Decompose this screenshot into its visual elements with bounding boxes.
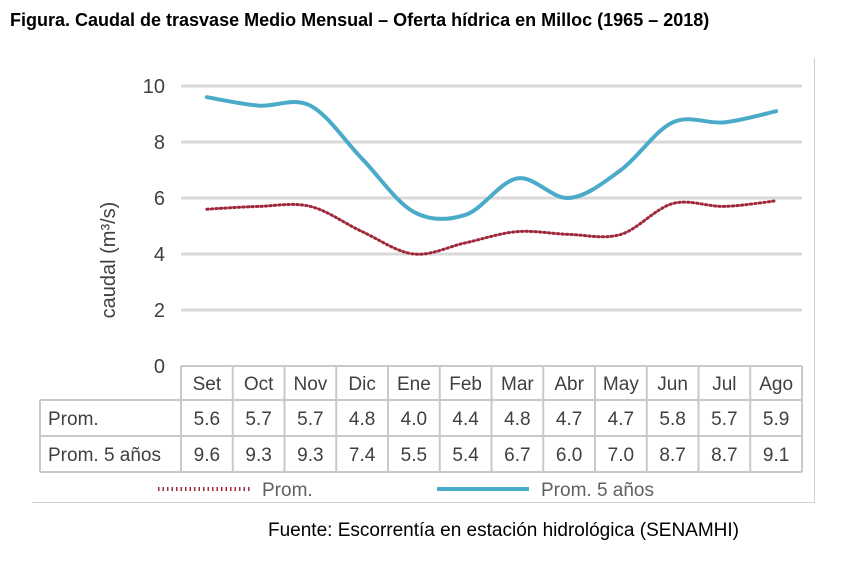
y-tick-label: 10: [143, 76, 165, 98]
table-value: 5.7: [297, 409, 323, 430]
series-line-prom-5-anos: [204, 95, 779, 221]
table-value: 9.1: [763, 445, 789, 466]
table-category-label: Feb: [449, 374, 482, 395]
table-value: 8.7: [711, 445, 737, 466]
table-value: 6.7: [504, 445, 530, 466]
y-axis-label: caudal (m³/s): [98, 202, 120, 319]
table-category-label: Dic: [348, 374, 375, 395]
chart-frame: [32, 58, 815, 503]
table-value: 7.4: [349, 445, 376, 466]
table-value: 5.7: [711, 409, 737, 430]
y-tick-label: 0: [154, 356, 165, 378]
table-value: 6.0: [556, 445, 582, 466]
table-value: 5.7: [245, 409, 271, 430]
y-axis-ticks: 0 2 4 6 8 10: [143, 76, 165, 378]
table-value: 4.7: [556, 409, 582, 430]
table-value: 9.6: [194, 445, 220, 466]
legend: Prom. Prom. 5 años: [158, 480, 654, 501]
table-value: 5.8: [659, 409, 685, 430]
source-note: Fuente: Escorrentía en estación hidrológ…: [268, 520, 739, 541]
table-value: 4.8: [349, 409, 375, 430]
table-category-label: Abr: [554, 374, 584, 395]
legend-label-prom: Prom.: [262, 480, 313, 501]
table-value: 5.9: [763, 409, 789, 430]
table-category-label: Mar: [501, 374, 534, 395]
table-category-label: Nov: [293, 374, 327, 395]
gridlines: [181, 84, 802, 312]
table-value: 5.6: [194, 409, 220, 430]
table-value: 4.8: [504, 409, 530, 430]
table-category-label: Oct: [244, 374, 274, 395]
figure-title: Figura. Caudal de trasvase Medio Mensual…: [10, 10, 710, 30]
table-value: 7.0: [608, 445, 634, 466]
table-row-label: Prom. 5 años: [48, 445, 161, 466]
table-row-label: Prom.: [48, 409, 99, 430]
series-line-prom: [205, 199, 778, 256]
table-value: 4.7: [608, 409, 634, 430]
table-value: 5.4: [452, 445, 479, 466]
data-table: Set Oct Nov Dic Ene Feb Mar Abr May Jun Jul Ago Prom…: [39, 365, 803, 473]
table-value: 9.3: [297, 445, 323, 466]
table-value: 4.0: [401, 409, 427, 430]
y-tick-label: 4: [154, 244, 165, 266]
table-category-label: Ene: [397, 374, 431, 395]
y-tick-label: 6: [154, 188, 165, 210]
table-value: 5.5: [401, 445, 427, 466]
table-value: 8.7: [659, 445, 685, 466]
series-lines: [204, 95, 779, 256]
y-tick-label: 2: [154, 300, 165, 322]
y-tick-label: 8: [154, 132, 165, 154]
table-category-label: Ago: [759, 374, 793, 395]
table-value: 4.4: [452, 409, 479, 430]
table-category-label: Jul: [712, 374, 736, 395]
table-category-label: Jun: [657, 374, 688, 395]
table-value: 9.3: [245, 445, 271, 466]
table-category-label: Set: [193, 374, 222, 395]
legend-label-prom-5-anos: Prom. 5 años: [541, 480, 654, 501]
table-category-label: May: [603, 374, 639, 395]
